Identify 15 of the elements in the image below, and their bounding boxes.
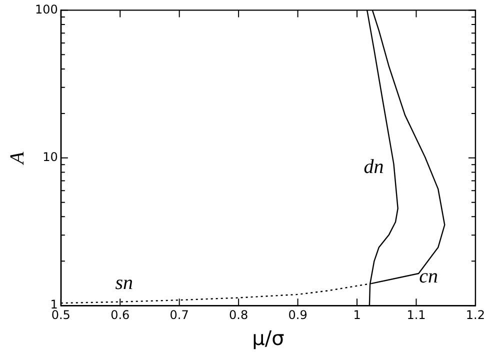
series-label: dn xyxy=(364,156,384,178)
x-tick-label: 0.7 xyxy=(170,308,189,322)
series-label: sn xyxy=(115,272,134,294)
y-tick-label: 10 xyxy=(42,150,58,164)
x-axis-title: μ/σ xyxy=(252,326,285,350)
x-tick-label: 0.9 xyxy=(288,308,308,322)
series-label: cn xyxy=(419,266,438,288)
x-tick-label: 0.5 xyxy=(51,308,70,322)
y-axis-title: A xyxy=(6,151,28,166)
x-tick-label: 1.2 xyxy=(466,308,486,322)
x-tick-label: 1 xyxy=(353,308,361,322)
x-tick-label: 0.6 xyxy=(110,308,130,322)
y-tick-label: 100 xyxy=(35,2,58,16)
x-tick-label: 0.8 xyxy=(229,308,248,322)
x-tick-label: 1.1 xyxy=(406,308,426,322)
